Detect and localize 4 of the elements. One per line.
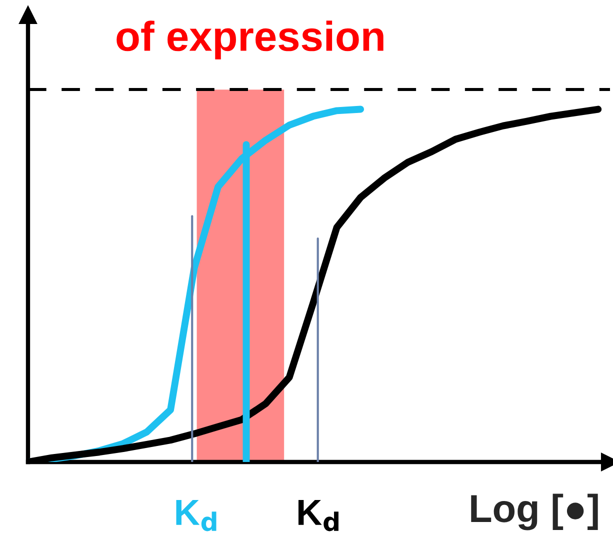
text: K$_{d}$	[298, 500, 338, 532]
chart-title: of expression	[116, 20, 384, 60]
text: K$_{d}$	[176, 500, 216, 532]
x-axis-title: Log [●]	[471, 494, 598, 530]
